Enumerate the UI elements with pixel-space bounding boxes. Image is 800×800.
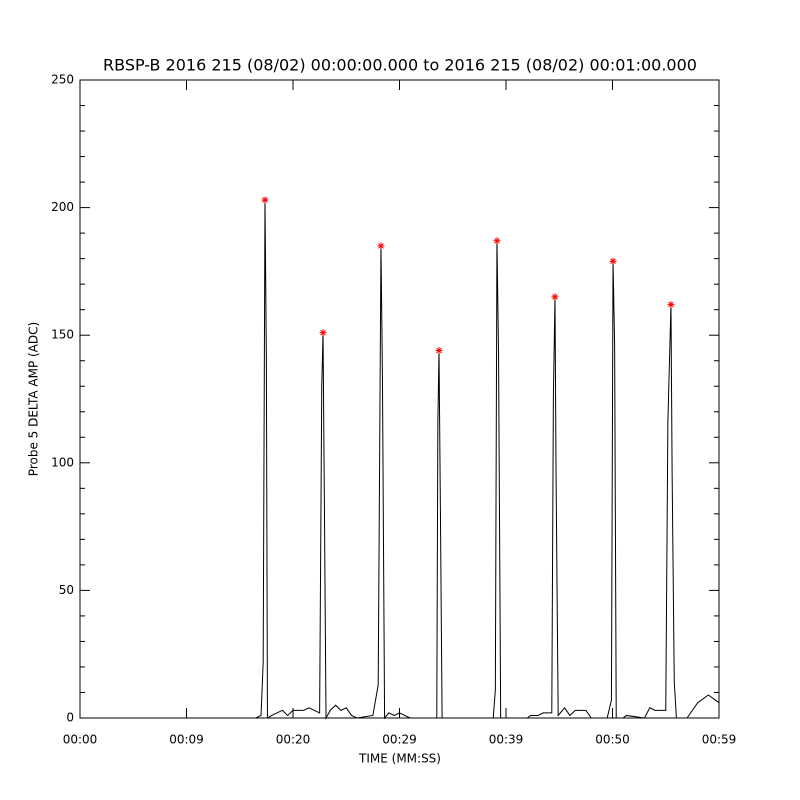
x-tick-label: 00:20	[276, 733, 311, 747]
peak-marker	[261, 196, 269, 204]
y-tick-label: 50	[59, 583, 74, 597]
y-tick-label: 150	[51, 328, 74, 342]
peak-marker	[377, 242, 385, 250]
y-tick-label: 200	[51, 200, 74, 214]
peak-marker	[319, 329, 327, 337]
x-tick-label: 00:09	[169, 733, 204, 747]
chart-title: RBSP-B 2016 215 (08/02) 00:00:00.000 to …	[103, 56, 697, 75]
x-tick-label: 00:59	[702, 733, 737, 747]
y-tick-label: 100	[51, 455, 74, 469]
plot-frame	[79, 79, 720, 719]
y-tick-label: 250	[51, 73, 74, 87]
peak-marker	[609, 257, 617, 265]
peak-marker	[435, 347, 443, 355]
y-tick-label: 0	[66, 711, 74, 725]
x-tick-label: 00:00	[63, 733, 98, 747]
y-axis-label: Probe 5 DELTA AMP (ADC)	[27, 322, 41, 476]
trace-line	[80, 199, 720, 720]
x-tick-label: 00:29	[382, 733, 417, 747]
peak-marker	[667, 301, 675, 309]
peak-marker	[551, 293, 559, 301]
x-axis-label: TIME (MM:SS)	[358, 752, 441, 766]
x-tick-label: 00:39	[489, 733, 524, 747]
peak-marker	[493, 237, 501, 245]
x-tick-label: 00:50	[595, 733, 630, 747]
